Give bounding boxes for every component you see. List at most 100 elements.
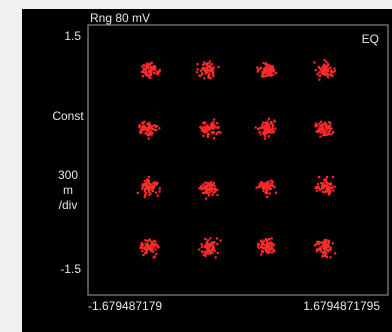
constellation-point: [214, 187, 217, 191]
y-label-line-3: m: [63, 183, 73, 197]
constellation-point: [256, 68, 260, 71]
constellation-point: [156, 244, 159, 247]
constellation-point: [216, 237, 219, 240]
constellation-point: [265, 122, 268, 125]
constellation-point: [318, 176, 321, 179]
constellation-point: [263, 239, 266, 242]
constellation-point: [207, 244, 211, 247]
constellation-point: [331, 176, 334, 179]
constellation-point: [265, 239, 269, 242]
constellation-point: [198, 248, 201, 251]
constellation-cluster-11: [255, 179, 278, 198]
constellation-point: [147, 190, 150, 193]
constellation-point: [207, 188, 210, 191]
constellation-point: [154, 248, 157, 251]
constellation-point: [266, 246, 269, 249]
constellation-point: [204, 69, 207, 72]
constellation-point: [207, 76, 210, 79]
constellation-point: [268, 249, 271, 252]
constellation-point: [146, 73, 149, 76]
constellation-point: [269, 71, 272, 74]
constellation-point: [323, 59, 326, 62]
constellation-point: [319, 135, 322, 138]
y-label-line-4: /div: [59, 198, 78, 212]
constellation-point: [324, 181, 327, 184]
constellation-panel: Rng 80 mV EQ 1.5 -1.5 Const 300 m /div -…: [22, 9, 392, 332]
constellation-point: [143, 180, 146, 183]
constellation-point: [212, 124, 216, 127]
constellation-point: [323, 130, 326, 133]
constellation-point: [314, 124, 317, 127]
constellation-point: [274, 127, 277, 130]
constellation-point: [202, 186, 205, 189]
constellation-point: [216, 251, 219, 255]
constellation-point: [264, 74, 267, 77]
constellation-point: [145, 187, 148, 190]
constellation-point: [265, 68, 269, 71]
constellation-point: [265, 181, 268, 184]
constellation-point: [325, 123, 328, 126]
constellation-point: [204, 70, 207, 73]
constellation-point: [323, 63, 326, 66]
constellation-point: [155, 191, 158, 194]
constellation-point: [315, 189, 318, 192]
constellation-point: [147, 179, 150, 183]
constellation-point: [321, 241, 324, 244]
constellation-point: [154, 240, 157, 243]
constellation-point: [204, 252, 207, 256]
constellation-point: [327, 186, 330, 189]
constellation-point: [330, 127, 333, 130]
constellation-point: [152, 256, 155, 259]
constellation-point: [265, 71, 268, 74]
constellation-point: [328, 239, 331, 242]
constellation-point: [153, 65, 156, 68]
constellation-point: [213, 125, 216, 128]
constellation-point: [208, 248, 211, 251]
constellation-point: [316, 73, 319, 76]
constellation-point: [143, 63, 146, 67]
constellation-point: [267, 127, 270, 130]
constellation-point: [141, 243, 144, 246]
range-label: Rng 80 mV: [90, 11, 150, 25]
constellation-point: [140, 244, 143, 247]
constellation-point: [153, 68, 156, 71]
constellation-point: [327, 67, 330, 71]
constellation-point: [330, 71, 333, 74]
constellation-point: [208, 60, 212, 63]
constellation-point: [334, 252, 337, 255]
constellation-point: [329, 246, 332, 249]
constellation-point: [211, 183, 214, 186]
constellation-point: [263, 243, 267, 247]
constellation-point: [215, 189, 218, 192]
constellation-point: [326, 245, 330, 248]
constellation-point: [204, 62, 207, 65]
constellation-point: [209, 185, 212, 188]
constellation-point: [200, 72, 204, 75]
constellation-plot: Rng 80 mV EQ 1.5 -1.5 Const 300 m /div -…: [52, 11, 389, 313]
constellation-point: [331, 242, 334, 245]
constellation-point: [317, 186, 320, 189]
constellation-point: [268, 125, 271, 128]
constellation-point: [271, 181, 274, 184]
y-label-line-2: 300: [58, 168, 78, 182]
constellation-point: [155, 70, 159, 73]
constellation-point: [265, 250, 268, 253]
constellation-point: [329, 66, 332, 69]
constellation-point: [314, 187, 317, 190]
constellation-point: [144, 239, 147, 242]
constellation-point: [328, 245, 331, 248]
constellation-point: [267, 70, 271, 73]
constellation-point: [257, 243, 261, 246]
constellation-point: [212, 131, 216, 134]
constellation-point: [206, 250, 209, 253]
constellation-point: [158, 190, 161, 193]
constellation-point: [149, 126, 152, 129]
constellation-point: [267, 244, 270, 247]
constellation-point: [267, 186, 270, 189]
constellation-point: [144, 242, 147, 245]
constellation-point: [209, 67, 212, 70]
constellation-point: [329, 129, 332, 132]
constellation-point: [316, 130, 319, 134]
constellation-point: [318, 74, 321, 77]
constellation-point: [203, 131, 206, 134]
